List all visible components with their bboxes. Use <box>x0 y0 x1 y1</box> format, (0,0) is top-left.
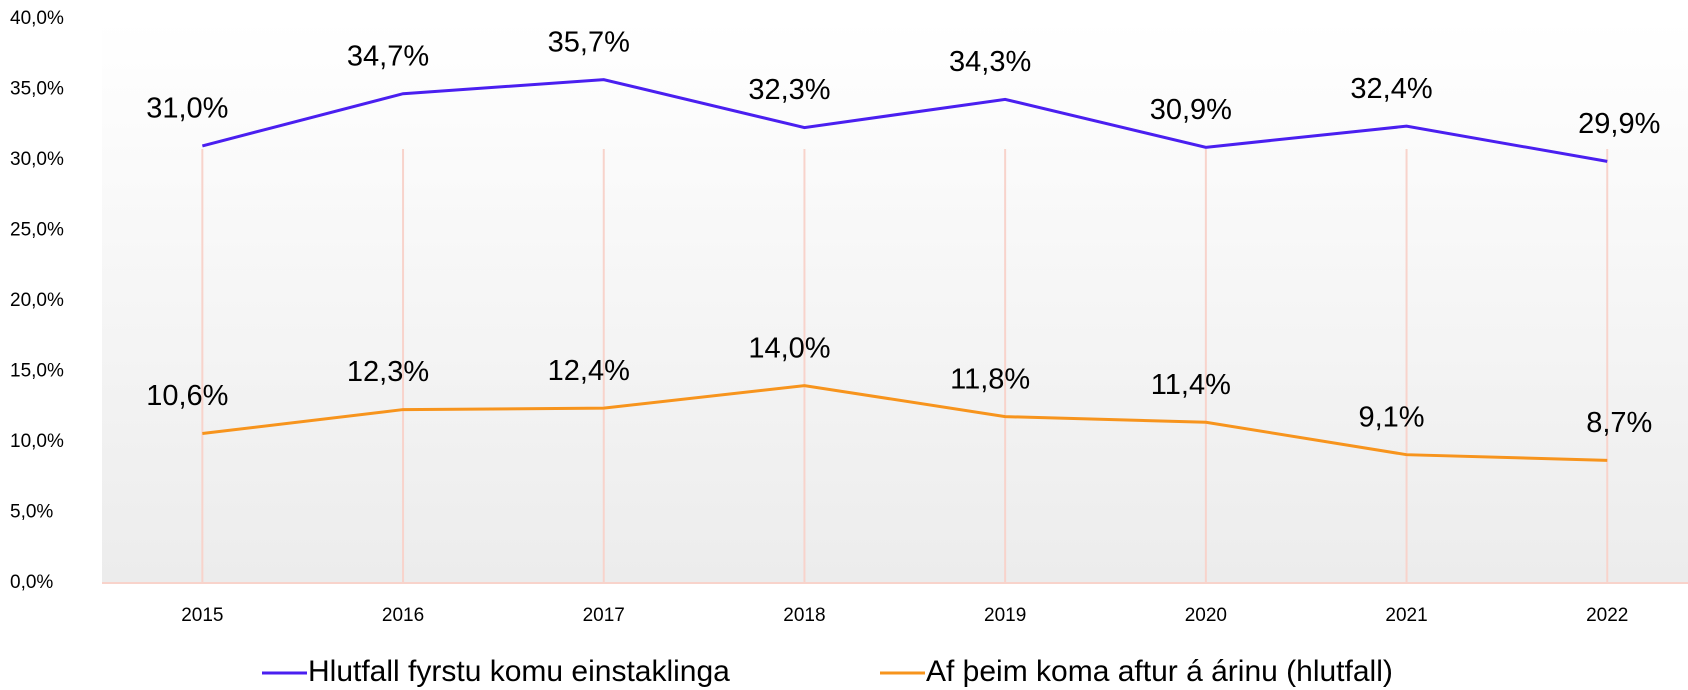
x-tick-label: 2020 <box>1185 605 1227 626</box>
y-tick-label: 5,0% <box>10 502 53 523</box>
y-tick-label: 30,0% <box>10 149 64 170</box>
data-label: 14,0% <box>748 332 830 364</box>
x-tick-label: 2015 <box>181 605 223 626</box>
legend-label: Af þeim koma aftur á árinu (hlutfall) <box>926 655 1393 688</box>
data-label: 11,4% <box>1151 369 1231 401</box>
y-tick-label: 40,0% <box>10 8 64 29</box>
data-label: 31,0% <box>146 93 228 125</box>
data-label: 11,8% <box>950 363 1030 395</box>
series-line <box>201 78 1608 163</box>
data-label: 9,1% <box>1358 401 1424 433</box>
plot-area <box>102 19 1688 583</box>
series-line <box>202 384 1608 462</box>
data-label: 30,9% <box>1150 94 1232 126</box>
y-tick-label: 15,0% <box>10 361 64 382</box>
legend-label: Hlutfall fyrstu komu einstaklinga <box>308 655 730 688</box>
x-tick-label: 2021 <box>1385 605 1427 626</box>
x-tick-label: 2018 <box>783 605 825 626</box>
data-label: 12,4% <box>548 355 630 387</box>
x-tick-label: 2022 <box>1586 605 1628 626</box>
y-tick-label: 10,0% <box>10 431 64 452</box>
x-tick-label: 2017 <box>583 605 625 626</box>
y-tick-label: 25,0% <box>10 220 64 241</box>
data-label: 32,3% <box>748 74 830 106</box>
y-tick-label: 35,0% <box>10 79 64 100</box>
x-tick-label: 2016 <box>382 605 424 626</box>
y-tick-label: 0,0% <box>10 572 53 593</box>
data-label: 35,7% <box>548 26 630 58</box>
x-tick-label: 2019 <box>984 605 1026 626</box>
data-label: 34,7% <box>347 40 429 72</box>
data-label: 29,9% <box>1578 108 1660 140</box>
data-label: 32,4% <box>1350 73 1432 105</box>
data-label: 34,3% <box>949 46 1031 78</box>
data-label: 12,3% <box>347 356 429 388</box>
data-label: 8,7% <box>1586 407 1652 439</box>
y-tick-label: 20,0% <box>10 290 64 311</box>
data-label: 10,6% <box>146 380 228 412</box>
